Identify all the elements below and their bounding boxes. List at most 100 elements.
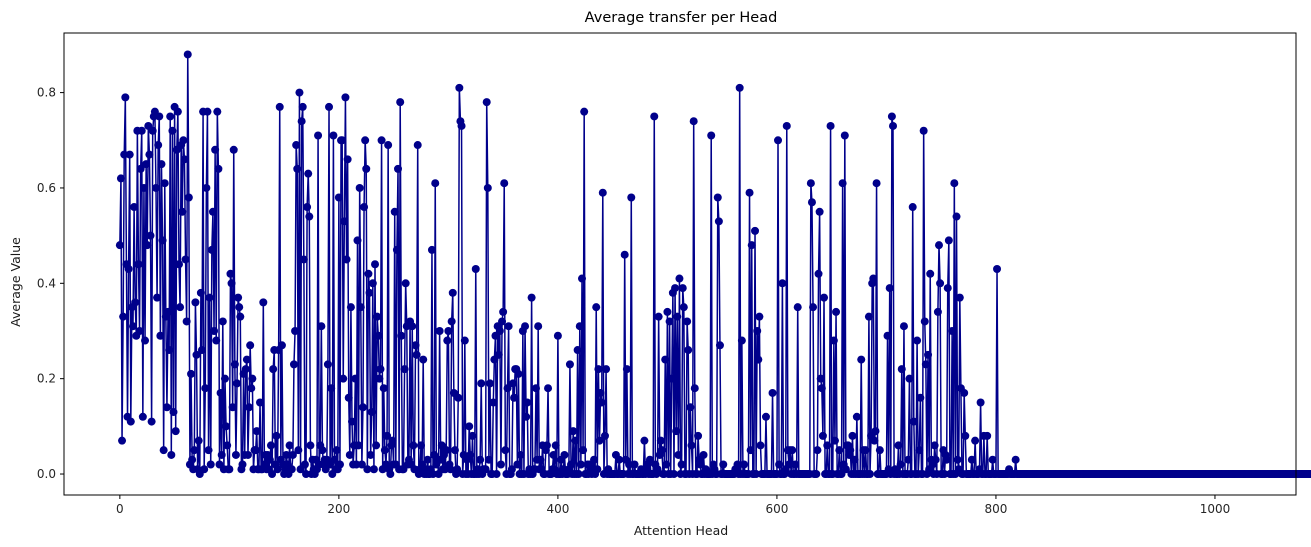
data-point [848,431,857,440]
data-point [494,350,503,359]
data-point [915,446,924,455]
data-point [933,307,942,316]
data-point [580,107,589,116]
data-point [327,384,336,393]
data-point [897,365,906,374]
data-point [788,446,797,455]
data-point [654,312,663,321]
data-point [202,183,211,192]
data-point [287,465,296,474]
data-point [457,121,466,130]
data-point [139,183,148,192]
data-point [745,188,754,197]
data-point [875,446,884,455]
data-point [645,455,654,464]
data-point [944,236,953,245]
data-point [275,102,284,111]
data-point [427,245,436,254]
data-point [121,93,130,102]
data-point [852,412,861,421]
data-point [273,465,282,474]
data-point [669,470,678,479]
data-point [514,369,523,378]
data-point [740,460,749,469]
data-point [930,441,939,450]
data-point [256,398,265,407]
data-point [952,212,961,221]
data-point [574,470,583,479]
data-point [277,341,286,350]
data-point [775,460,784,469]
data-point [551,441,560,450]
data-point [235,303,244,312]
data-point [733,460,742,469]
data-point [577,274,586,283]
data-point [774,136,783,145]
data-point [136,164,145,173]
data-point [365,288,374,297]
data-point [665,317,674,326]
data-point [302,470,311,479]
data-point [297,117,306,126]
data-point [408,322,417,331]
data-point [184,193,193,202]
data-point [130,203,139,212]
data-point [357,460,366,469]
data-point [869,274,878,283]
data-point [823,441,832,450]
data-point [234,293,243,302]
data-point [672,427,681,436]
data-point [542,441,551,450]
x-tick-label: 800 [984,502,1007,516]
data-point [397,331,406,340]
data-point [715,341,724,350]
data-point [135,326,144,335]
data-point [411,341,420,350]
data-point [671,284,680,293]
data-point [620,250,629,259]
data-point [793,303,802,312]
data-point [118,436,127,445]
data-point [169,408,178,417]
data-point [216,388,225,397]
data-point [164,307,173,316]
data-point [531,384,540,393]
data-point [544,384,553,393]
data-point [707,131,716,140]
data-point [419,355,428,364]
data-point [344,393,353,402]
data-point [200,465,209,474]
data-point [351,374,360,383]
data-point [247,384,256,393]
data-point [252,427,261,436]
data-point [784,460,793,469]
data-point [188,455,197,464]
data-point [145,150,154,159]
y-tick-label: 0.6 [37,181,56,195]
data-point [686,403,695,412]
data-point [569,427,578,436]
data-point [400,365,409,374]
data-point [214,164,223,173]
data-point [653,465,662,474]
data-point [850,455,859,464]
data-point [325,102,334,111]
data-point [887,112,896,121]
data-point [622,365,631,374]
data-point [791,460,800,469]
data-point [323,360,332,369]
data-point [367,408,376,417]
data-point [289,360,298,369]
data-point [817,384,826,393]
data-point [396,98,405,107]
data-point [768,388,777,397]
data-point [960,388,969,397]
data-point [752,470,761,479]
data-point [379,384,388,393]
data-point [245,403,254,412]
data-point [673,312,682,321]
data-point [174,260,183,269]
data-point [934,241,943,250]
data-point [368,279,377,288]
data-point [953,455,962,464]
